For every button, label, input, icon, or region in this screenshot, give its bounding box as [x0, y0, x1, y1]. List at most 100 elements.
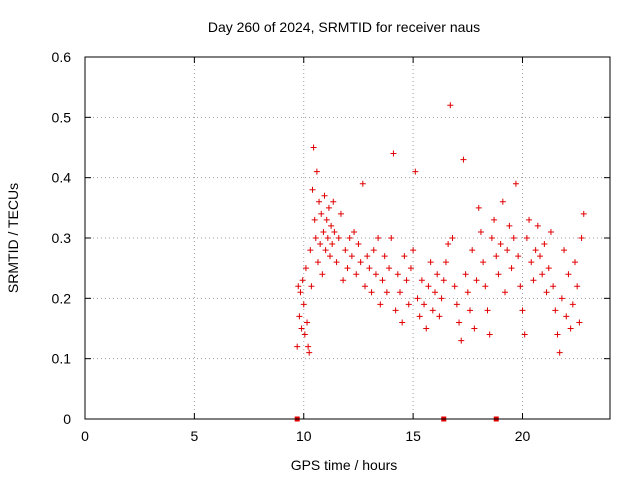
y-tick-label: 0.5 — [52, 109, 72, 125]
data-point — [425, 283, 432, 290]
data-point — [541, 241, 548, 248]
data-point — [370, 247, 377, 254]
data-point — [556, 349, 563, 356]
data-point — [486, 331, 493, 338]
data-point — [438, 295, 445, 302]
data-point — [517, 283, 524, 290]
data-point — [364, 253, 371, 260]
data-point — [504, 247, 511, 254]
data-points — [294, 102, 587, 356]
data-point — [383, 289, 390, 296]
grid — [85, 57, 610, 419]
y-tick-label: 0.4 — [52, 170, 72, 186]
data-point — [318, 210, 325, 217]
data-point — [545, 265, 552, 272]
data-point — [301, 331, 308, 338]
data-point — [407, 265, 414, 272]
data-point — [550, 283, 557, 290]
data-point — [412, 168, 419, 175]
data-point — [344, 265, 351, 272]
y-axis-label: SRMTID / TECUs — [5, 183, 21, 293]
data-point — [316, 198, 323, 205]
data-point — [418, 277, 425, 284]
data-point — [312, 235, 319, 241]
data-point — [331, 228, 338, 235]
data-point — [456, 319, 463, 326]
data-point — [401, 253, 408, 260]
data-point — [528, 259, 535, 266]
data-point — [574, 283, 581, 290]
data-point — [497, 241, 504, 248]
data-point — [449, 235, 456, 241]
data-point — [445, 241, 452, 248]
data-point — [340, 277, 347, 284]
data-point — [299, 277, 306, 284]
data-point — [539, 271, 546, 278]
chart-title: Day 260 of 2024, SRMTID for receiver nau… — [208, 19, 480, 35]
data-point — [397, 289, 403, 296]
y-tick-label: 0.1 — [52, 351, 72, 367]
data-point — [335, 235, 342, 241]
data-point — [311, 216, 318, 223]
data-point — [471, 325, 478, 332]
data-point — [333, 259, 340, 266]
data-point — [308, 283, 315, 290]
data-point — [295, 283, 302, 290]
data-point — [421, 301, 428, 308]
data-point — [362, 283, 368, 290]
x-axis-label: GPS time / hours — [291, 457, 398, 473]
data-point — [423, 325, 430, 332]
axis-ticks — [84, 56, 610, 420]
data-point — [429, 307, 436, 314]
data-point — [359, 180, 366, 187]
data-point — [372, 271, 379, 278]
data-point — [325, 204, 332, 211]
data-point — [410, 247, 417, 254]
data-point — [321, 192, 328, 199]
data-point — [403, 277, 410, 284]
x-tick-label: 5 — [190, 428, 198, 444]
data-point — [302, 265, 309, 272]
data-point — [477, 228, 484, 235]
data-point — [319, 271, 326, 278]
data-point — [300, 301, 307, 308]
data-point — [510, 235, 517, 241]
data-point — [432, 289, 438, 296]
data-point — [322, 247, 329, 254]
data-point — [521, 331, 528, 338]
data-point — [493, 253, 500, 260]
data-point — [388, 235, 395, 241]
data-point — [563, 313, 570, 320]
data-point — [447, 102, 454, 109]
data-point — [320, 228, 327, 235]
data-point — [462, 271, 469, 278]
data-point — [375, 235, 382, 241]
data-point — [508, 265, 515, 272]
data-point — [304, 319, 311, 326]
data-point — [469, 247, 476, 254]
data-point — [502, 289, 508, 296]
data-point — [416, 313, 423, 320]
data-point — [552, 307, 559, 314]
data-point — [314, 259, 321, 266]
data-point — [580, 210, 587, 217]
data-point — [306, 349, 313, 356]
data-point — [381, 253, 388, 260]
data-point — [329, 241, 336, 248]
data-point — [427, 259, 434, 266]
data-point — [414, 295, 421, 302]
data-point — [377, 301, 384, 308]
data-point — [506, 222, 513, 229]
data-point — [342, 247, 349, 254]
data-point — [368, 289, 375, 296]
data-point — [366, 265, 373, 272]
data-point — [355, 241, 362, 248]
data-point — [346, 235, 353, 241]
x-tick-label: 15 — [405, 428, 421, 444]
data-point — [578, 235, 585, 241]
data-point — [337, 210, 344, 217]
data-point — [399, 319, 406, 326]
data-point — [453, 301, 460, 308]
data-point — [576, 319, 583, 326]
